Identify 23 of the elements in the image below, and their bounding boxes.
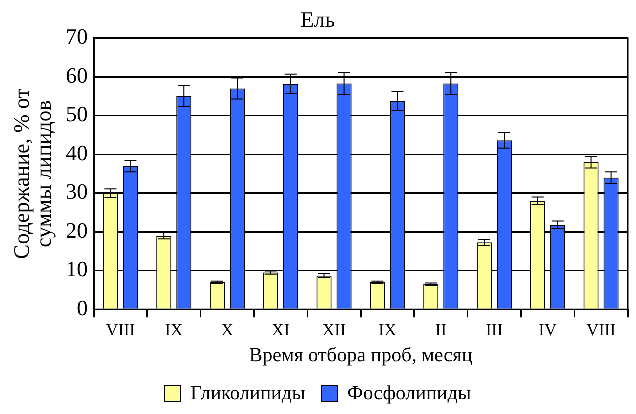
y-tick-label: 0 bbox=[77, 295, 88, 320]
y-tick-label: 60 bbox=[66, 62, 88, 88]
y-tick-label: 30 bbox=[66, 179, 88, 204]
y-axis-title: Содержание, % от суммы липидов bbox=[8, 88, 56, 260]
y-tick-label: 40 bbox=[66, 140, 88, 166]
x-axis-title: Время отбора проб, месяц bbox=[249, 344, 473, 366]
x-tick-label: X bbox=[221, 320, 234, 340]
x-tick-label: VIII bbox=[586, 320, 616, 340]
y-tick-label: 70 bbox=[66, 24, 88, 50]
x-tick-label: IX bbox=[165, 320, 184, 340]
y-tick-label: 10 bbox=[66, 256, 88, 282]
chart-title: Ель bbox=[300, 6, 336, 32]
x-tick-label: XII bbox=[322, 320, 346, 340]
y-tick-label: 20 bbox=[66, 218, 88, 243]
x-tick-label: III bbox=[486, 320, 504, 340]
x-tick-label: XI bbox=[272, 320, 290, 340]
legend-label: Фосфолипиды bbox=[348, 382, 472, 404]
x-tick-label: VIII bbox=[106, 320, 136, 340]
x-tick-label: IX bbox=[378, 320, 397, 340]
y-tick-label: 50 bbox=[66, 102, 88, 127]
legend-label: Гликолипиды bbox=[190, 382, 306, 404]
x-tick-label: IV bbox=[538, 320, 558, 340]
x-tick-label: II bbox=[435, 320, 448, 340]
